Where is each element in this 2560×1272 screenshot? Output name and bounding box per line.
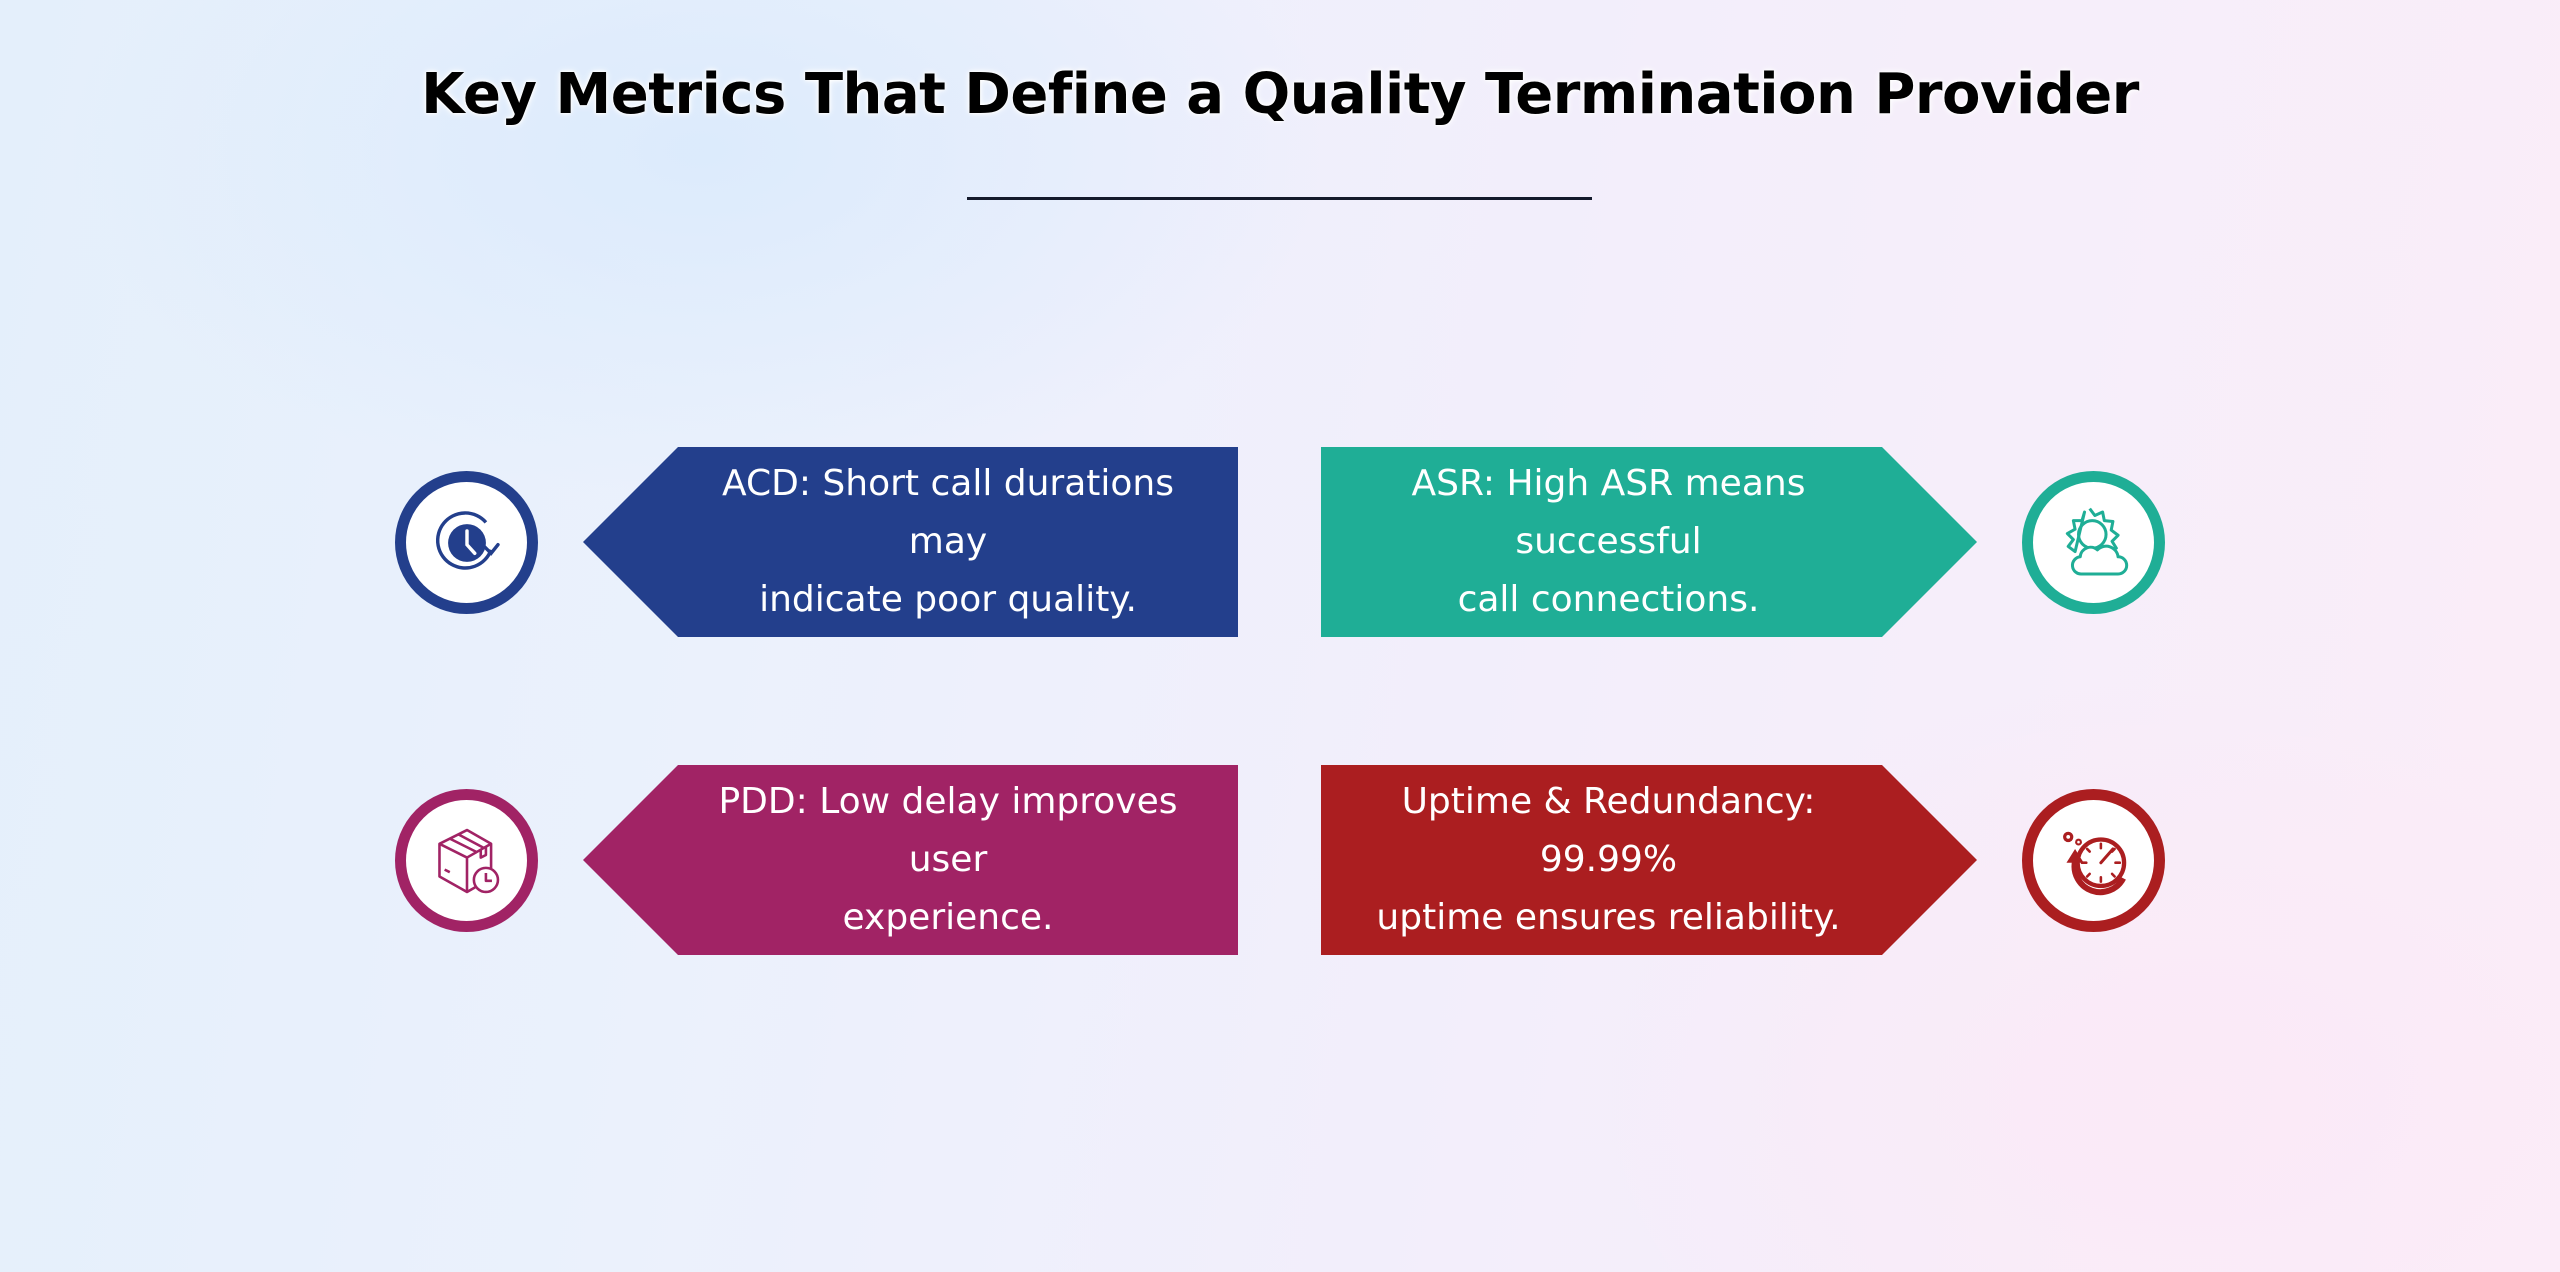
clock-refresh-icon (435, 510, 500, 570)
uptime-icon-ring (2022, 789, 2165, 932)
pdd-icon-ring (395, 789, 538, 932)
page-title: Key Metrics That Define a Quality Termin… (421, 62, 2139, 127)
asr-text-line2: call connections. (1457, 579, 1760, 620)
box-clock-icon (437, 828, 499, 893)
asr-metric-card: ASR: High ASR means successful call conn… (1321, 447, 1977, 637)
asr-text-line1: ASR: High ASR means successful (1411, 463, 1806, 562)
acd-metric-card: ACD: Short call durations may indicate p… (583, 447, 1238, 637)
acd-text-line2: indicate poor quality. (759, 579, 1137, 620)
sun-cloud-icon (2065, 507, 2128, 575)
pdd-text-line2: experience. (842, 897, 1054, 938)
acd-text-line1: ACD: Short call durations may (721, 463, 1175, 562)
uptime-metric-card: Uptime & Redundancy: 99.99% uptime ensur… (1321, 765, 1977, 955)
gauge-cycle-icon (2062, 831, 2126, 895)
uptime-text-line2: uptime ensures reliability. (1376, 897, 1841, 938)
pdd-text-line1: PDD: Low delay improves user (718, 781, 1178, 880)
uptime-text-line1: Uptime & Redundancy: 99.99% (1401, 781, 1816, 880)
title-divider (967, 197, 1592, 200)
asr-icon-ring (2022, 471, 2165, 614)
pdd-metric-card: PDD: Low delay improves user experience. (583, 765, 1238, 955)
acd-icon-ring (395, 471, 538, 614)
